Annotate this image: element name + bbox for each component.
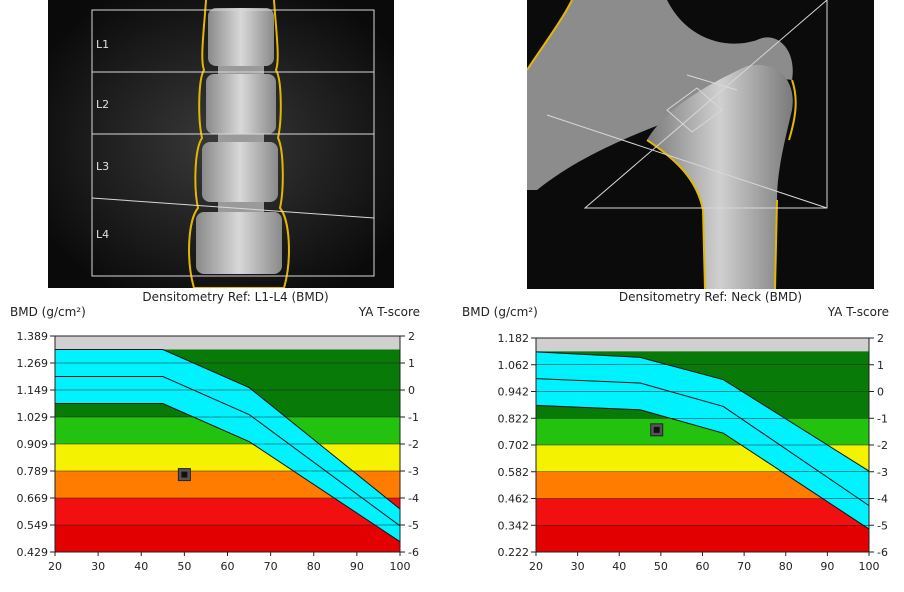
chart-neck-y-tick-label: 0.702 xyxy=(498,439,530,452)
chart-spine-tscore-tick-label: 1 xyxy=(408,357,415,370)
chart-neck-x-tick-label: 80 xyxy=(779,560,793,573)
chart-neck-x-tick-label: 90 xyxy=(820,560,834,573)
chart-spine-tscore-tick-label: -2 xyxy=(408,438,419,451)
chart-spine-x-tick-label: 100 xyxy=(390,560,411,573)
chart-neck-reference-mean-line xyxy=(535,378,870,507)
chart-neck-reference-band xyxy=(536,351,869,530)
chart-neck-tscore-axis-label: YA T-score xyxy=(827,305,889,319)
chart-neck-x-tick-label: 30 xyxy=(571,560,585,573)
hip-xray-image xyxy=(527,0,874,289)
chart-neck-zone-4 xyxy=(536,498,869,526)
chart-neck-y-axis-label: BMD (g/cm²) xyxy=(462,305,538,319)
chart-spine-tscore-tick-label: 2 xyxy=(408,330,415,343)
chart-spine-x-tick-label: 80 xyxy=(307,560,321,573)
chart-spine-y-tick-label: 0.789 xyxy=(17,465,49,478)
femur-bone xyxy=(647,64,793,289)
chart-spine-tscore-axis-label: YA T-score xyxy=(358,305,420,319)
chart-spine-x-tick-label: 90 xyxy=(350,560,364,573)
chart-neck-x-tick-label: 60 xyxy=(696,560,710,573)
chart-spine-x-tick-label: 50 xyxy=(177,560,191,573)
chart-spine-reference-band xyxy=(55,349,400,542)
chart-neck-zone-5 xyxy=(536,525,869,552)
chart-spine-tscore-tick-label: -6 xyxy=(408,546,419,559)
chart-spine-tscore-tick-label: -1 xyxy=(408,411,419,424)
hip-roi-box xyxy=(546,0,828,209)
spine-roi-box xyxy=(91,9,375,277)
spine-xray-drawing: L1 L2 L3 L4 xyxy=(48,0,394,288)
chart-neck-tscore-tick-label: -6 xyxy=(877,546,888,559)
chart-spine-tscore-tick-label: -5 xyxy=(408,519,419,532)
neck-densitometry-chart: Densitometry Ref: Neck (BMD) BMD (g/cm²) Y… xyxy=(452,288,904,588)
chart-neck-tscore-tick-label: -4 xyxy=(877,493,888,506)
spine-densitometry-chart: Densitometry Ref: L1-L4 (BMD) BMD (g/cm²)… xyxy=(0,288,452,588)
chart-spine-zone-5 xyxy=(55,525,400,552)
vertebra-label-l1: L1 xyxy=(96,38,109,51)
chart-spine-tscore-tick-label: 0 xyxy=(408,384,415,397)
chart-neck-tscore-tick-label: -3 xyxy=(877,466,888,479)
chart-spine-x-tick-label: 60 xyxy=(221,560,235,573)
chart-spine-y-tick-label: 1.389 xyxy=(17,330,49,343)
chart-neck-tscore-tick-label: 0 xyxy=(877,386,884,399)
pelvis-bone xyxy=(527,0,793,190)
vertebra-label-l3: L3 xyxy=(96,160,109,173)
chart-spine-plot-frame xyxy=(54,335,401,553)
hip-xray-drawing xyxy=(527,0,874,289)
spine-chart-svg: Densitometry Ref: L1-L4 (BMD) BMD (g/cm²)… xyxy=(10,290,420,573)
chart-neck-x-tick-label: 20 xyxy=(529,560,543,573)
chart-neck-y-tick-label: 1.062 xyxy=(498,359,530,372)
chart-spine-y-tick-label: 1.269 xyxy=(17,357,49,370)
chart-spine-y-axis-label: BMD (g/cm²) xyxy=(10,305,86,319)
chart-spine-y-tick-label: 0.429 xyxy=(17,546,49,559)
chart-spine-y-tick-label: 1.029 xyxy=(17,411,49,424)
chart-neck-y-tick-label: 0.582 xyxy=(498,466,530,479)
spine-xray-image: L1 L2 L3 L4 xyxy=(48,0,394,288)
chart-spine-x-tick-label: 70 xyxy=(264,560,278,573)
chart-neck-x-tick-label: 70 xyxy=(737,560,751,573)
chart-neck-reference-upper-line xyxy=(535,351,870,472)
chart-neck-y-tick-label: 0.342 xyxy=(498,519,530,532)
chart-neck-y-tick-label: 0.942 xyxy=(498,386,530,399)
chart-neck-x-tick-label: 40 xyxy=(612,560,626,573)
chart-spine-y-tick-label: 0.909 xyxy=(17,438,49,451)
chart-spine-patient-marker-core xyxy=(181,471,188,478)
chart-neck-reference-lower-line xyxy=(535,404,870,530)
vertebra-label-l2: L2 xyxy=(96,98,109,111)
hip-outline xyxy=(527,0,797,289)
chart-neck-tscore-tick-label: -1 xyxy=(877,412,888,425)
chart-neck-tscore-tick-label: -5 xyxy=(877,519,888,532)
chart-neck-plot-frame xyxy=(535,337,870,553)
chart-neck-tscore-tick-label: -2 xyxy=(877,439,888,452)
vertebrae xyxy=(196,8,282,274)
chart-neck-x-tick-label: 50 xyxy=(654,560,668,573)
chart-spine-reference-mean-line xyxy=(55,376,401,527)
chart-spine-x-tick-label: 40 xyxy=(134,560,148,573)
chart-neck-y-tick-label: 0.222 xyxy=(498,546,530,559)
chart-neck-tscore-tick-label: 2 xyxy=(877,332,884,345)
chart-neck-y-tick-label: 0.462 xyxy=(498,493,530,506)
chart-spine-y-tick-label: 1.149 xyxy=(17,384,49,397)
chart-spine-x-tick-label: 30 xyxy=(91,560,105,573)
chart-spine-tscore-tick-label: -3 xyxy=(408,465,419,478)
chart-spine-reference-upper-line xyxy=(55,349,401,510)
chart-neck-x-tick-label: 100 xyxy=(859,560,880,573)
chart-neck-patient-marker-core xyxy=(653,426,660,433)
chart-spine-title: Densitometry Ref: L1-L4 (BMD) xyxy=(142,290,328,304)
neck-chart-svg: Densitometry Ref: Neck (BMD) BMD (g/cm²) Y… xyxy=(462,290,889,573)
chart-neck-y-tick-label: 1.182 xyxy=(498,332,530,345)
chart-neck-tscore-tick-label: 1 xyxy=(877,359,884,372)
spine-outline xyxy=(188,0,290,288)
chart-spine-y-tick-label: 0.669 xyxy=(17,492,49,505)
chart-spine-tscore-tick-label: -4 xyxy=(408,492,419,505)
chart-spine-x-tick-label: 20 xyxy=(48,560,62,573)
chart-spine-reference-lower-line xyxy=(55,403,401,543)
chart-spine-y-tick-label: 0.549 xyxy=(17,519,49,532)
vertebra-label-l4: L4 xyxy=(96,228,109,241)
chart-neck-y-tick-label: 0.822 xyxy=(498,412,530,425)
chart-neck-title: Densitometry Ref: Neck (BMD) xyxy=(619,290,802,304)
